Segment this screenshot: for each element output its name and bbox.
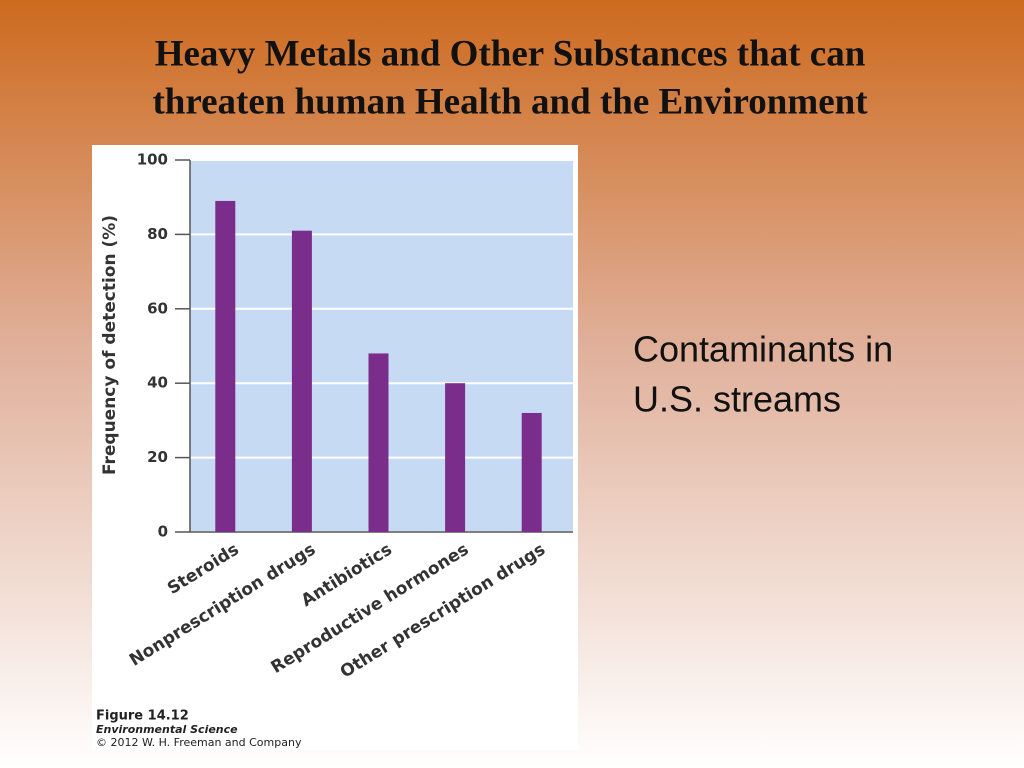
bar: [368, 353, 389, 532]
y-tick-label: 80: [147, 225, 168, 243]
figure-number: Figure 14.12: [96, 709, 189, 724]
y-tick-label: 20: [147, 448, 168, 466]
y-axis-label: Frequency of detection (%): [100, 215, 120, 475]
y-tick-label: 40: [147, 374, 168, 392]
slide-title: threaten human Health and the Environmen…: [152, 81, 868, 122]
figure-source: Environmental Science: [96, 723, 238, 736]
bar: [521, 412, 542, 532]
y-tick-label: 100: [137, 151, 168, 169]
figure-copyright: © 2012 W. H. Freeman and Company: [96, 736, 302, 749]
y-tick-label: 60: [147, 299, 168, 317]
y-tick-label: 0: [158, 523, 168, 541]
bar: [215, 200, 236, 533]
bar: [291, 230, 312, 532]
caption: Contaminants in: [633, 329, 893, 370]
slide-title: Heavy Metals and Other Substances that c…: [155, 33, 866, 74]
bar: [445, 383, 466, 532]
caption: U.S. streams: [633, 379, 841, 420]
